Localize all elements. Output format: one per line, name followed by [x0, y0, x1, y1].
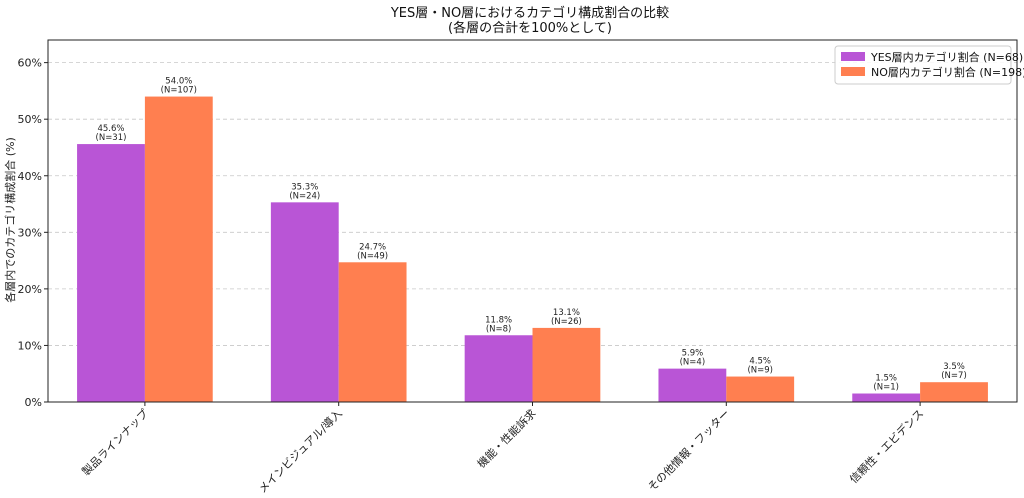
x-tick-label: 製品ラインナップ: [79, 406, 151, 478]
bar-value-label: 54.0%: [165, 77, 192, 87]
bar-value-label: 13.1%: [553, 308, 580, 318]
data-labels: 45.6%(N=31)54.0%(N=107)35.3%(N=24)24.7%(…: [96, 77, 967, 393]
legend: YES層内カテゴリ割合 (N=68)NO層内カテゴリ割合 (N=198): [834, 45, 1024, 85]
x-tick-label: 機能・性能訴求: [474, 406, 538, 470]
bars: [77, 96, 988, 402]
legend-swatch: [841, 52, 865, 61]
bar-count-label: (N=9): [747, 366, 773, 376]
y-tick-label: 40%: [18, 170, 42, 183]
chart-title: YES層・NO層におけるカテゴリ構成割合の比較: [390, 5, 669, 21]
legend-label: NO層内カテゴリ割合 (N=198): [871, 65, 1024, 79]
bar-count-label: (N=7): [941, 371, 967, 381]
legend-box: [834, 45, 1012, 85]
x-tick-label: 信頼性・エビデンス: [846, 406, 926, 486]
y-tick-label: 30%: [18, 226, 42, 239]
bar-value-label: 24.7%: [359, 242, 386, 252]
bar-value-label: 4.5%: [749, 357, 771, 367]
x-tick-label: メインビジュアル/導入: [255, 406, 345, 496]
bar-value-label: 5.9%: [682, 349, 704, 359]
x-tick-label: その他情報・フッター: [645, 407, 732, 494]
legend-label: YES層内カテゴリ割合 (N=68): [870, 50, 1023, 64]
y-tick-label: 50%: [18, 113, 42, 126]
y-tick-label: 60%: [18, 57, 42, 70]
bar: [338, 262, 407, 402]
bar: [726, 376, 795, 402]
bar-count-label: (N=31): [96, 133, 127, 143]
bar-count-label: (N=4): [680, 358, 706, 368]
bar-count-label: (N=24): [289, 191, 320, 201]
bar: [852, 393, 921, 402]
bar: [270, 202, 339, 402]
bar-value-label: 3.5%: [943, 362, 965, 372]
bar-count-label: (N=107): [161, 86, 197, 96]
chart-subtitle: (各層の合計を100%として): [448, 20, 612, 36]
bar-value-label: 1.5%: [875, 374, 897, 384]
bar: [144, 96, 213, 402]
bar-count-label: (N=49): [357, 251, 388, 261]
bar-value-label: 45.6%: [97, 124, 124, 134]
bar-count-label: (N=8): [486, 324, 512, 334]
bar-value-label: 35.3%: [291, 182, 318, 192]
bar-value-label: 11.8%: [485, 315, 512, 325]
y-tick-label: 0%: [25, 396, 42, 409]
bar-count-label: (N=26): [551, 317, 582, 327]
bar: [920, 382, 988, 402]
bar: [464, 335, 533, 402]
y-axis-label: 各層内でのカテゴリ構成割合 (%): [3, 137, 17, 303]
bar: [658, 368, 727, 402]
bar: [532, 327, 601, 402]
plot-frame: [47, 39, 1018, 403]
y-tick-label: 20%: [18, 283, 42, 296]
legend-swatch: [841, 67, 865, 76]
bar-count-label: (N=1): [873, 383, 899, 393]
bar: [77, 144, 145, 402]
y-tick-label: 10%: [18, 339, 42, 352]
